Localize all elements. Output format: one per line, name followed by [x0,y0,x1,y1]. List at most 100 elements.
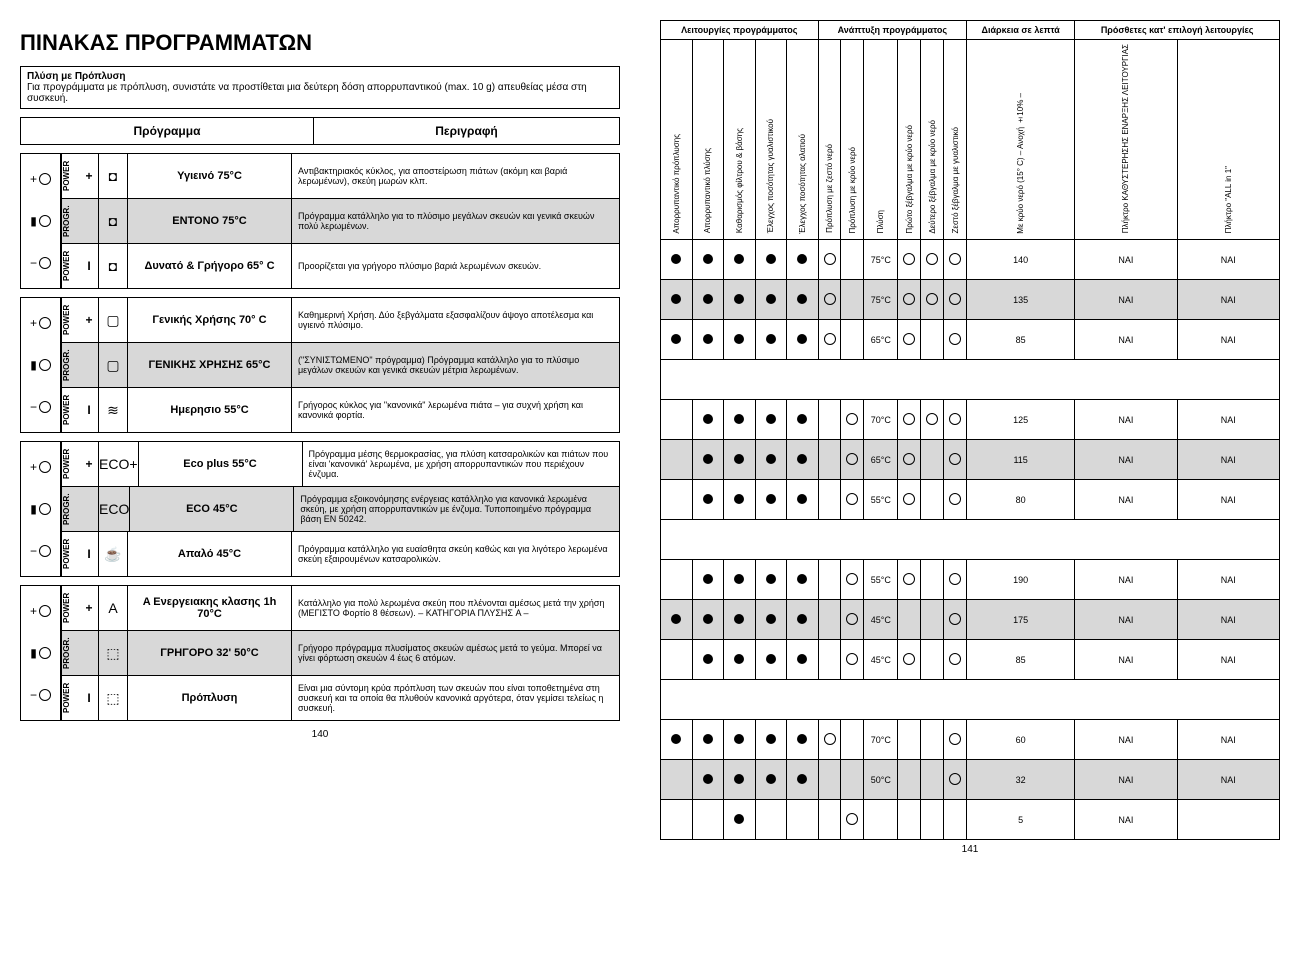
power-label: POWER [61,298,80,342]
matrix-cell [841,240,864,280]
matrix-cell [921,320,944,360]
program-icon: A [99,586,128,630]
matrix-cell [692,600,724,640]
matrix-cell [841,480,864,520]
program-description: Κατάλληλο για πολύ λερωμένα σκεύη που πλ… [292,586,619,630]
matrix-cell [692,560,724,600]
matrix-cell [755,720,787,760]
program-row: POWER+ECO+Eco plus 55°CΠρόγραμμα μέσης θ… [61,442,619,487]
dot-empty-icon [926,253,938,265]
dot-filled-icon [797,574,807,584]
matrix-cell [661,640,693,680]
program-name: Δυνατό & Γρήγορο 65° C [128,244,292,288]
matrix-cell [787,240,819,280]
matrix-cell [898,560,921,600]
matrix-cell [661,280,693,320]
matrix-cell [724,720,756,760]
matrix-cell [692,640,724,680]
matrix-cell [661,560,693,600]
matrix-cell: NAI [1177,600,1279,640]
dot-empty-icon [846,613,858,625]
dot-filled-icon [797,774,807,784]
matrix-cell: 55°C [864,480,898,520]
table-header: Πρόγραμμα Περιγραφή [20,117,620,145]
matrix-cell [841,760,864,800]
power-label: POWER [61,154,80,198]
power-symbol [80,487,99,531]
matrix-cell [692,280,724,320]
dot-filled-icon [766,494,776,504]
power-symbol: + [80,298,99,342]
matrix-cell [818,760,841,800]
program-row: PROGR.▢ΓΕΝΙΚΗΣ ΧΡΗΣΗΣ 65°C("ΣΥΝΙΣΤΩΜΕΝΟ"… [61,343,619,388]
matrix-cell [787,560,819,600]
matrix-cell [944,720,967,760]
matrix-cell [755,560,787,600]
right-page: Λειτουργίες προγράμματος Ανάπτυξη προγρά… [660,20,1280,855]
programs-matrix-table: Λειτουργίες προγράμματος Ανάπτυξη προγρά… [660,20,1280,840]
matrix-cell [724,800,756,840]
dot-filled-icon [671,334,681,344]
matrix-cell [944,800,967,840]
matrix-cell [841,720,864,760]
matrix-cell [841,640,864,680]
matrix-cell [944,760,967,800]
matrix-cell [787,320,819,360]
dot-filled-icon [703,294,713,304]
program-row: POWERI⬚ΠρόπλυσηΕίναι μια σύντομη κρύα πρ… [61,676,619,720]
program-icon: ECO+ [99,442,139,486]
matrix-cell: 85 [967,640,1075,680]
matrix-cell: NAI [1177,640,1279,680]
matrix-cell: NAI [1075,560,1177,600]
matrix-cell [921,480,944,520]
matrix-cell [787,720,819,760]
matrix-cell: 140 [967,240,1075,280]
power-symbol: + [80,586,99,630]
matrix-cell [841,800,864,840]
dot-filled-icon [766,334,776,344]
matrix-cell [898,280,921,320]
dot-empty-icon [949,773,961,785]
matrix-row: 65°C85NAINAI [661,320,1280,360]
matrix-cell [661,800,693,840]
dot-empty-icon [949,613,961,625]
header-program: Πρόγραμμα [21,118,314,144]
power-symbol: I [80,676,99,720]
dial-column: +▮− [21,154,61,288]
program-name: Eco plus 55°C [139,442,303,486]
program-row: POWER+◘Υγιεινό 75°CΑντιβακτηριακός κύκλο… [61,154,619,199]
program-icon: ◘ [99,244,128,288]
program-row: PROGR.⬚ΓΡΗΓΟΡΟ 32' 50°CΓρήγορο πρόγραμμα… [61,631,619,676]
matrix-cell [661,480,693,520]
matrix-cell [921,720,944,760]
page-number-right: 141 [660,844,1280,855]
matrix-cell: NAI [1075,600,1177,640]
dot-filled-icon [703,574,713,584]
power-symbol [80,631,99,675]
column-header: Ζεστό ξέβγαλμα με γυαλιστικό [944,40,967,240]
matrix-cell [755,480,787,520]
matrix-cell [841,560,864,600]
dot-empty-icon [846,453,858,465]
matrix-cell [921,600,944,640]
matrix-cell [944,240,967,280]
matrix-cell [724,760,756,800]
program-icon: ▢ [99,298,128,342]
dot-filled-icon [797,294,807,304]
matrix-cell [755,760,787,800]
matrix-cell [818,280,841,320]
matrix-cell [818,560,841,600]
dot-filled-icon [734,574,744,584]
matrix-cell [818,400,841,440]
column-header: Πρόπλυση με ζεστό νερό [818,40,841,240]
program-name: A Ενεργειακης κλασης 1h 70°C [128,586,292,630]
dot-filled-icon [797,734,807,744]
program-row: POWERI≋Ημερησιο 55°CΓρήγορος κύκλος για … [61,388,619,432]
matrix-cell [898,440,921,480]
power-label: POWER [61,388,80,432]
matrix-cell: NAI [1177,720,1279,760]
matrix-row: 55°C190NAINAI [661,560,1280,600]
matrix-row: 50°C32NAINAI [661,760,1280,800]
dot-filled-icon [766,654,776,664]
matrix-row: 5NAI [661,800,1280,840]
